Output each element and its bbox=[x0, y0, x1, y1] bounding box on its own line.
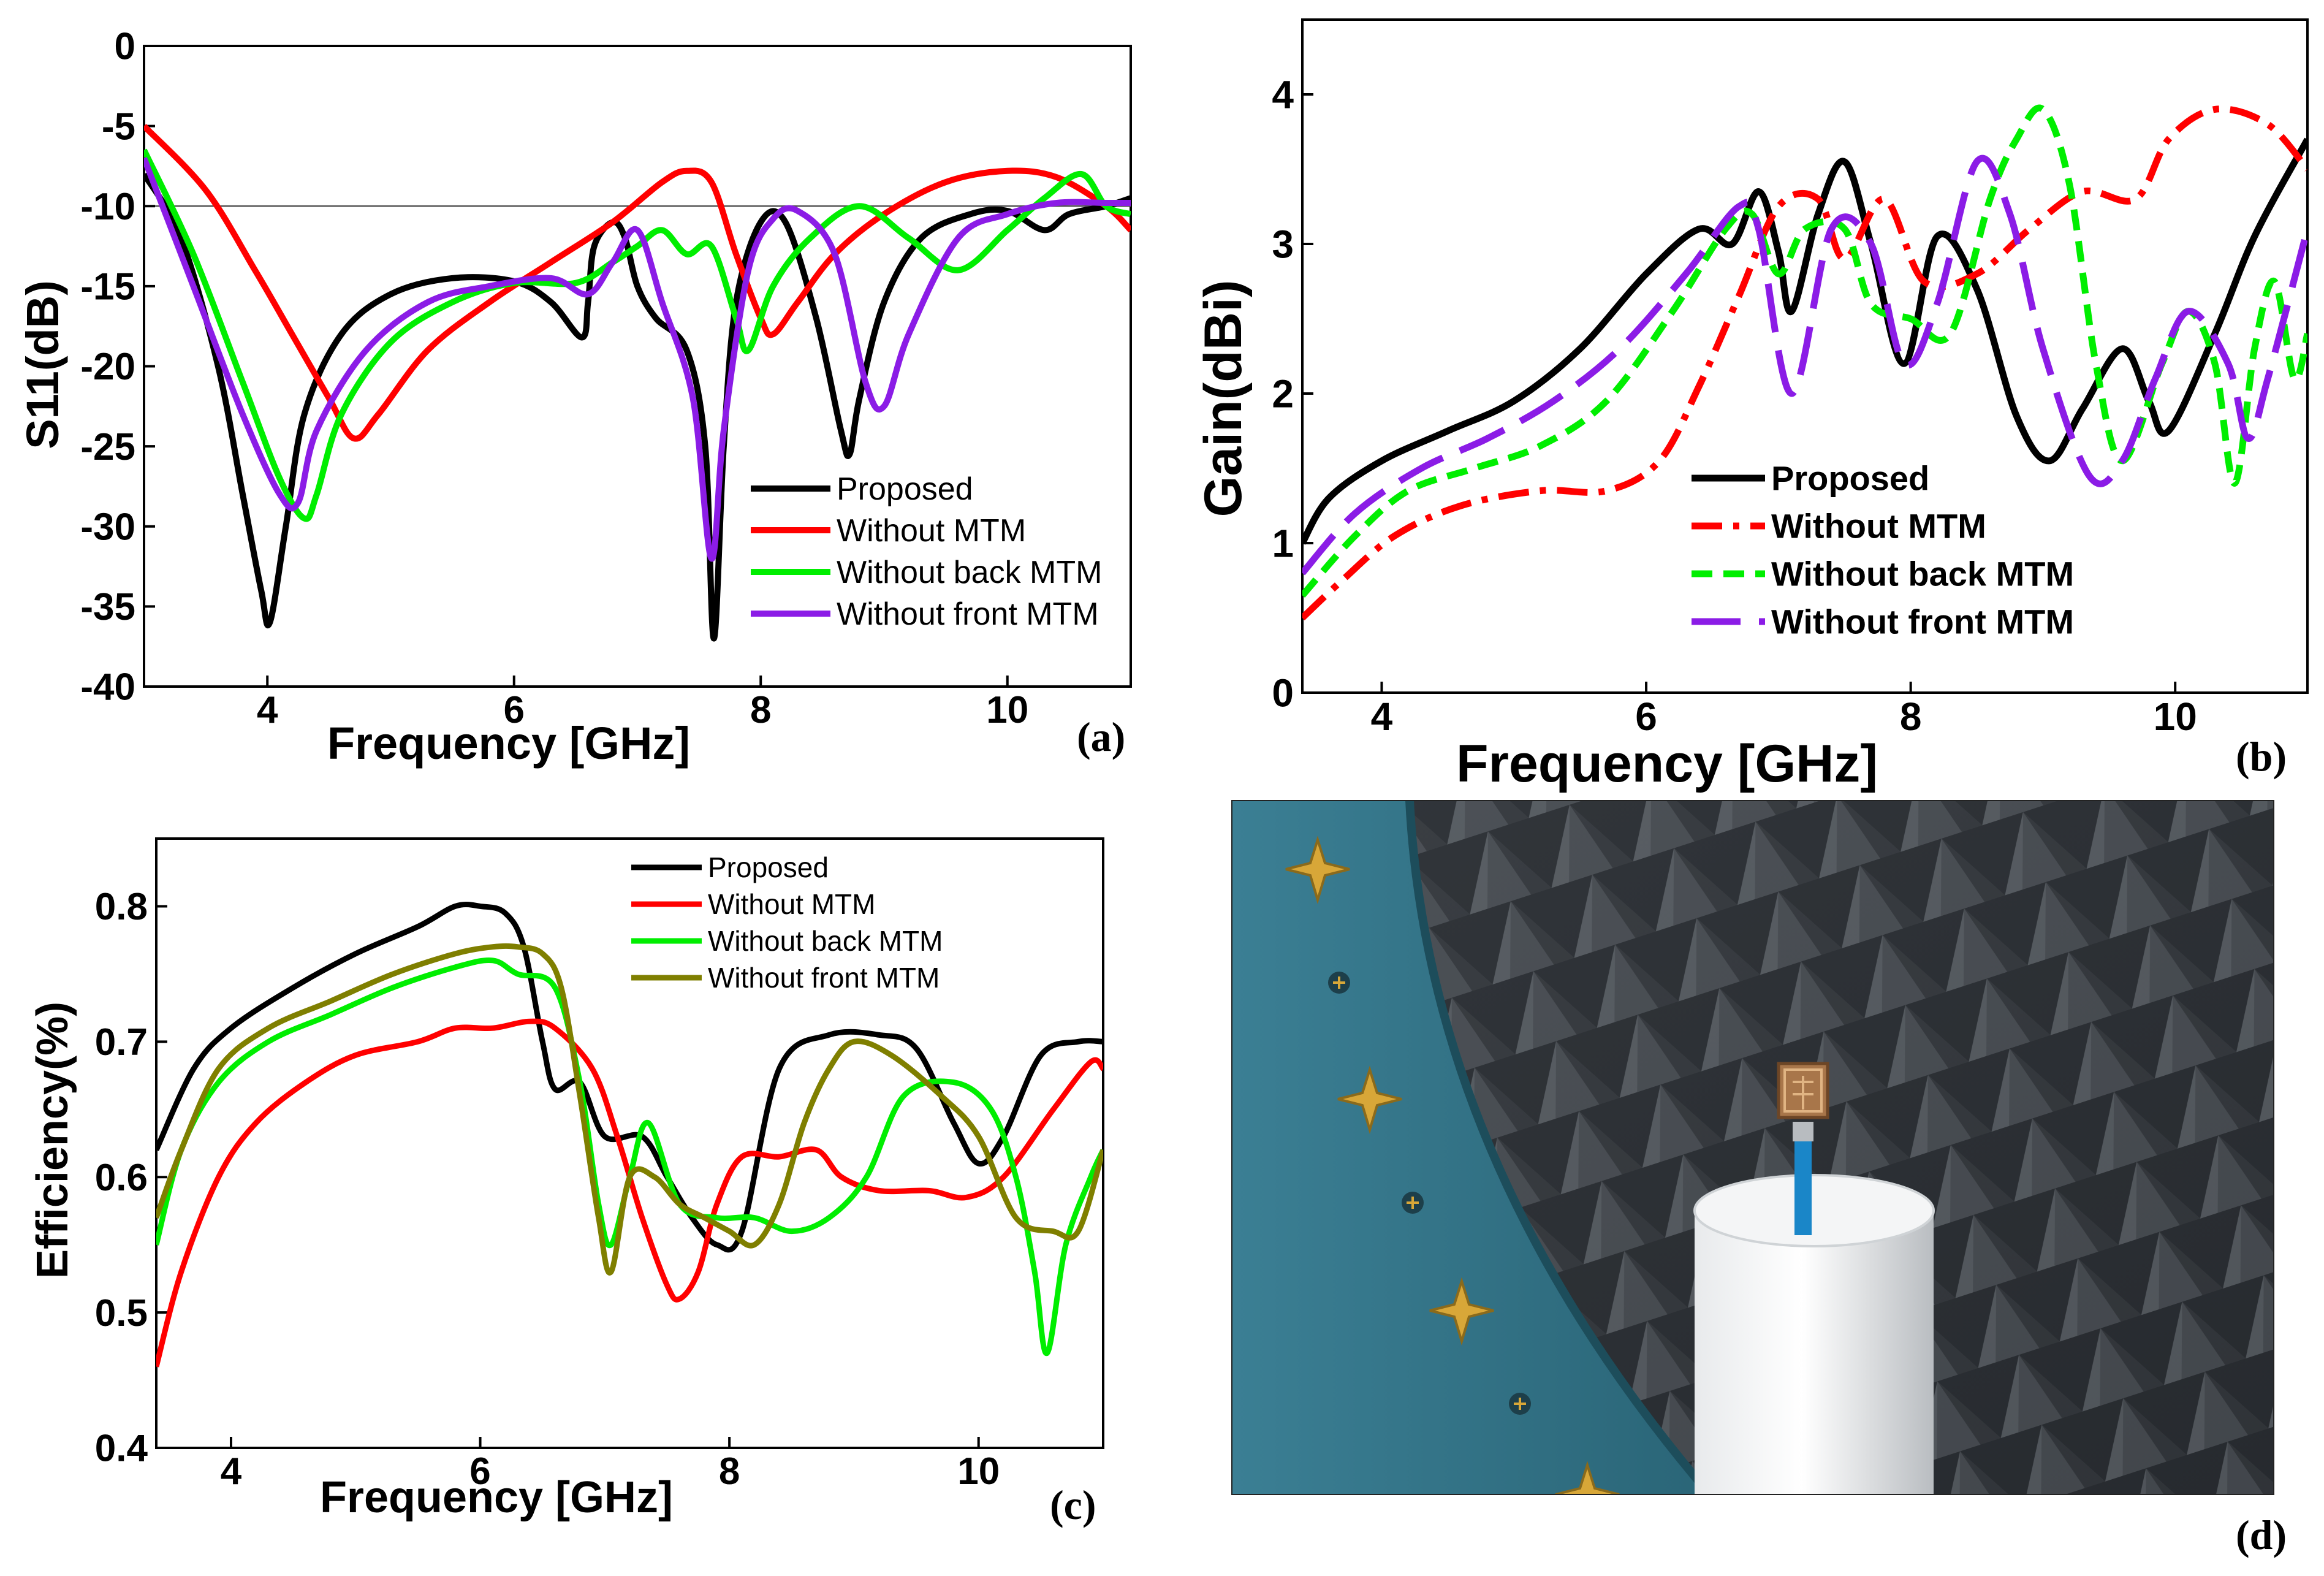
chart-panel-c: 4 6 8 10 0.4 0.5 0.6 0.7 0.8 Frequency [GHz] Effic… bbox=[28, 837, 1104, 1522]
x-tick-label: 6 bbox=[504, 689, 525, 731]
panel-label-b: (b) bbox=[2236, 733, 2287, 780]
y-axis-title: S11(dB) bbox=[17, 280, 68, 449]
y-tick-label: 0.6 bbox=[95, 1157, 148, 1199]
x-tick-label: 4 bbox=[221, 1450, 242, 1493]
x-tick-label: 8 bbox=[719, 1450, 740, 1493]
x-tick-label: 6 bbox=[469, 1450, 490, 1493]
plot-frame bbox=[143, 45, 1132, 688]
x-tick-label: 4 bbox=[257, 689, 278, 731]
y-tick-label: -40 bbox=[80, 666, 135, 709]
series-line-without-mtm bbox=[156, 1018, 1103, 1368]
y-axis-title: Efficiency(%) bbox=[28, 1002, 77, 1279]
legend-label: Without back MTM bbox=[708, 925, 943, 957]
y-tick-label: 4 bbox=[1272, 72, 1294, 116]
legend-label: Without MTM bbox=[837, 513, 1026, 549]
x-axis-title: Frequency [GHz] bbox=[327, 718, 690, 769]
y-tick-label: 2 bbox=[1272, 371, 1294, 416]
y-tick-label: 3 bbox=[1272, 222, 1294, 266]
y-tick-label: -20 bbox=[80, 346, 135, 388]
series-line-without-front-mtm bbox=[156, 943, 1103, 1276]
series-line-without-mtm bbox=[1302, 105, 2307, 620]
y-tick-label: -30 bbox=[80, 506, 135, 548]
series-line-without-back-mtm bbox=[1302, 104, 2307, 598]
x-tick-label: 4 bbox=[1371, 695, 1393, 739]
y-tick-label: -35 bbox=[80, 586, 135, 628]
x-tick-label: 10 bbox=[986, 689, 1028, 731]
panel-label-c: (c) bbox=[1050, 1482, 1096, 1528]
legend-label: Without front MTM bbox=[1771, 603, 2074, 641]
x-tick-label: 6 bbox=[1635, 695, 1657, 739]
series-line-proposed bbox=[144, 172, 1131, 642]
y-tick-label: 0.8 bbox=[95, 886, 148, 928]
legend-label: Proposed bbox=[1771, 459, 1929, 498]
y-tick-label: 0 bbox=[1272, 671, 1294, 715]
x-tick-label: 10 bbox=[2154, 695, 2197, 739]
chart-panel-a: 4 6 8 10 0 -5 -10 -15 -20 -25 -30 -35 -40 Frequency [… bbox=[17, 26, 1132, 769]
y-tick-label: -10 bbox=[80, 186, 135, 228]
y-axis-title: Gain(dBi) bbox=[1194, 280, 1253, 517]
y-tick-label: 0.5 bbox=[95, 1292, 148, 1334]
series-line-without-back-mtm bbox=[144, 148, 1131, 522]
legend-label: Without front MTM bbox=[837, 596, 1099, 632]
x-axis-title: Frequency [GHz] bbox=[320, 1473, 673, 1522]
legend-label: Without MTM bbox=[1771, 507, 1986, 546]
y-tick-label: -25 bbox=[80, 426, 135, 468]
plot-frame bbox=[1301, 18, 2309, 694]
legend-label: Proposed bbox=[837, 471, 973, 507]
y-tick-label: -5 bbox=[102, 105, 135, 148]
series-line-without-front-mtm bbox=[1302, 154, 2307, 576]
legend-label: Without front MTM bbox=[708, 962, 940, 994]
legend-label: Without back MTM bbox=[1771, 555, 2074, 593]
x-tick-label: 8 bbox=[750, 689, 771, 731]
y-tick-label: 1 bbox=[1272, 521, 1294, 565]
legend-label: Proposed bbox=[708, 851, 829, 883]
series-line-without-front-mtm bbox=[144, 157, 1131, 562]
y-tick-label: -15 bbox=[80, 266, 135, 308]
y-tick-label: 0.4 bbox=[95, 1428, 148, 1470]
panel-label-a: (a) bbox=[1077, 714, 1125, 760]
y-tick-label: 0.7 bbox=[95, 1021, 148, 1064]
series-line-without-mtm bbox=[144, 124, 1131, 442]
series-line-without-back-mtm bbox=[156, 957, 1103, 1356]
anechoic-chamber-photo bbox=[1231, 800, 2274, 1495]
legend-label: Without back MTM bbox=[837, 555, 1102, 590]
x-tick-label: 8 bbox=[1900, 695, 1922, 739]
panel-label-d: (d) bbox=[2236, 1512, 2287, 1558]
y-tick-label: 0 bbox=[115, 26, 135, 68]
legend-label: Without MTM bbox=[708, 888, 875, 920]
chart-panel-b: 4 6 8 10 0 1 2 3 4 Frequency [GHz] Gain(dBi) Propos… bbox=[1194, 18, 2309, 793]
x-tick-label: 10 bbox=[957, 1450, 1000, 1493]
x-axis-title: Frequency [GHz] bbox=[1456, 734, 1878, 793]
